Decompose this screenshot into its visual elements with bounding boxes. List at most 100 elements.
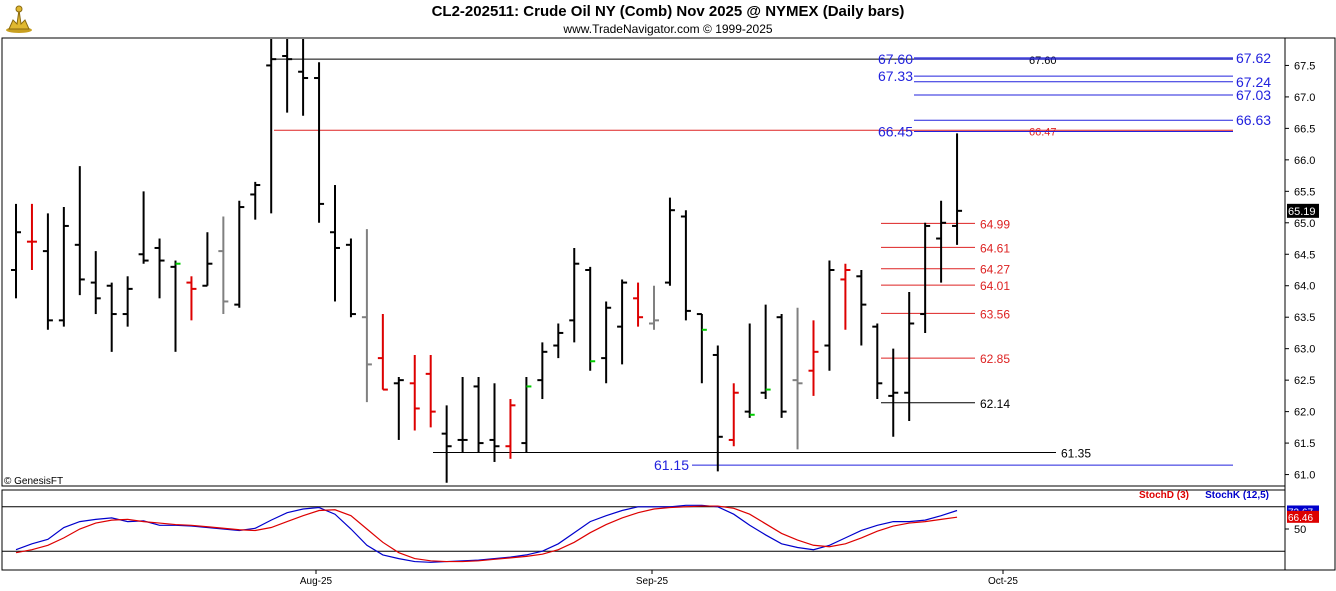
level-label: 61.15 bbox=[654, 457, 689, 473]
price-axis-panel bbox=[1284, 37, 1336, 571]
ohlc-bar bbox=[904, 292, 915, 422]
ohlc-bar bbox=[553, 323, 564, 359]
ohlc-bar bbox=[585, 266, 596, 371]
ohlc-bar bbox=[840, 263, 851, 330]
x-tick-label: Sep-25 bbox=[636, 576, 669, 587]
price-tick-label: 64.5 bbox=[1294, 249, 1315, 261]
ohlc-bar bbox=[569, 247, 580, 343]
stochastic-panel bbox=[1, 489, 1286, 571]
ohlc-bar bbox=[409, 354, 420, 431]
price-tick-label: 63.0 bbox=[1294, 344, 1315, 356]
ohlc-bar bbox=[760, 304, 771, 400]
ohlc-bar bbox=[282, 39, 293, 113]
level-label: 67.60 bbox=[1029, 55, 1057, 67]
ohlc-bar bbox=[122, 276, 133, 327]
price-tick-label: 65.5 bbox=[1294, 186, 1315, 198]
ohlc-bar bbox=[345, 238, 356, 318]
price-tick-label: 62.0 bbox=[1294, 407, 1315, 419]
stochd-value-label: 66.46 bbox=[1288, 513, 1313, 524]
ohlc-bar bbox=[425, 354, 436, 428]
chart-subtitle: www.TradeNavigator.com © 1999-2025 bbox=[563, 22, 773, 36]
level-label: 64.01 bbox=[980, 279, 1010, 293]
ohlc-bar bbox=[936, 200, 947, 283]
level-label: 62.85 bbox=[980, 352, 1010, 366]
ohlc-bar bbox=[330, 185, 340, 302]
ohlc-bar bbox=[792, 307, 803, 450]
level-label: 67.03 bbox=[1236, 87, 1271, 103]
ohlc-bar bbox=[202, 232, 213, 287]
price-tick-label: 66.5 bbox=[1294, 123, 1315, 135]
ohlc-bar bbox=[696, 313, 707, 384]
ohlc-bar bbox=[856, 269, 867, 346]
price-tick-label: 66.0 bbox=[1294, 155, 1315, 167]
price-tick-label: 61.0 bbox=[1294, 470, 1315, 482]
ohlc-bar bbox=[489, 383, 500, 462]
ohlc-bar bbox=[776, 314, 787, 418]
ohlc-bar bbox=[377, 314, 388, 391]
level-label: 64.99 bbox=[980, 217, 1010, 231]
ohlc-bar bbox=[824, 260, 835, 371]
price-tick-label: 65.0 bbox=[1294, 218, 1315, 230]
ohlc-bar bbox=[106, 282, 117, 352]
chart-header: CL2-202511: Crude Oil NY (Comb) Nov 2025… bbox=[0, 0, 1336, 38]
stoch-tick-label: 50 bbox=[1294, 524, 1306, 536]
last-price-box bbox=[1287, 203, 1319, 218]
stoch-series-line bbox=[15, 505, 958, 563]
ohlc-bar bbox=[441, 405, 452, 483]
ohlc-bar bbox=[744, 323, 755, 418]
level-label: 64.61 bbox=[980, 241, 1010, 255]
gold-figure-logo-icon bbox=[3, 2, 35, 34]
ohlc-bar bbox=[457, 376, 468, 453]
stoch-series-line bbox=[15, 504, 958, 563]
ohlc-bar bbox=[26, 203, 37, 270]
ohlc-bar bbox=[617, 279, 628, 365]
ohlc-bar bbox=[58, 207, 69, 327]
ohlc-bar bbox=[154, 238, 165, 299]
credit-label: © GenesisFT bbox=[4, 476, 63, 487]
ohlc-bar bbox=[266, 39, 277, 214]
ohlc-bar bbox=[90, 251, 101, 315]
chart-title: CL2-202511: Crude Oil NY (Comb) Nov 2025… bbox=[431, 3, 905, 20]
price-tick-label: 67.0 bbox=[1294, 92, 1315, 104]
ohlc-bar bbox=[138, 191, 149, 264]
ohlc-bar bbox=[888, 348, 899, 437]
x-tick-label: Aug-25 bbox=[300, 576, 333, 587]
ohlc-bar bbox=[872, 323, 883, 400]
ohlc-bar bbox=[74, 166, 85, 296]
level-label: 67.24 bbox=[1236, 74, 1271, 90]
ohlc-bar bbox=[664, 197, 675, 286]
level-label: 67.33 bbox=[878, 68, 913, 84]
level-label: 64.27 bbox=[980, 263, 1010, 277]
level-label: 66.47 bbox=[1029, 126, 1057, 138]
ohlc-bar bbox=[952, 133, 963, 245]
ohlc-bar bbox=[601, 301, 612, 384]
ohlc-bar bbox=[298, 39, 309, 116]
last-price-label: 65.19 bbox=[1288, 206, 1316, 218]
ohlc-bar bbox=[649, 285, 659, 330]
ohlc-bar bbox=[393, 376, 404, 440]
level-label: 66.63 bbox=[1236, 112, 1271, 128]
ohlc-bar bbox=[361, 229, 372, 403]
level-label: 67.60 bbox=[878, 51, 913, 67]
price-tick-label: 63.5 bbox=[1294, 312, 1315, 324]
ohlc-bar bbox=[186, 276, 197, 321]
stochd-value-box bbox=[1287, 510, 1319, 523]
ohlc-bar bbox=[218, 216, 229, 315]
legend-stochk: StochK (12,5) bbox=[1205, 490, 1269, 501]
price-tick-label: 67.5 bbox=[1294, 60, 1315, 72]
price-tick-label: 61.5 bbox=[1294, 438, 1315, 450]
level-label: 67.62 bbox=[1236, 50, 1271, 66]
ohlc-bar bbox=[250, 181, 261, 220]
price-tick-label: 64.0 bbox=[1294, 281, 1315, 293]
level-label: 66.45 bbox=[878, 124, 913, 140]
ohlc-bar bbox=[537, 342, 548, 400]
ohlc-bar bbox=[505, 399, 516, 459]
ohlc-bar bbox=[920, 222, 931, 333]
price-tick-label: 62.5 bbox=[1294, 375, 1315, 387]
ohlc-bar bbox=[11, 203, 21, 299]
ohlc-bar bbox=[808, 320, 819, 396]
ohlc-bar bbox=[633, 282, 644, 327]
level-label: 62.14 bbox=[980, 397, 1010, 411]
ohlc-bar bbox=[521, 376, 532, 453]
